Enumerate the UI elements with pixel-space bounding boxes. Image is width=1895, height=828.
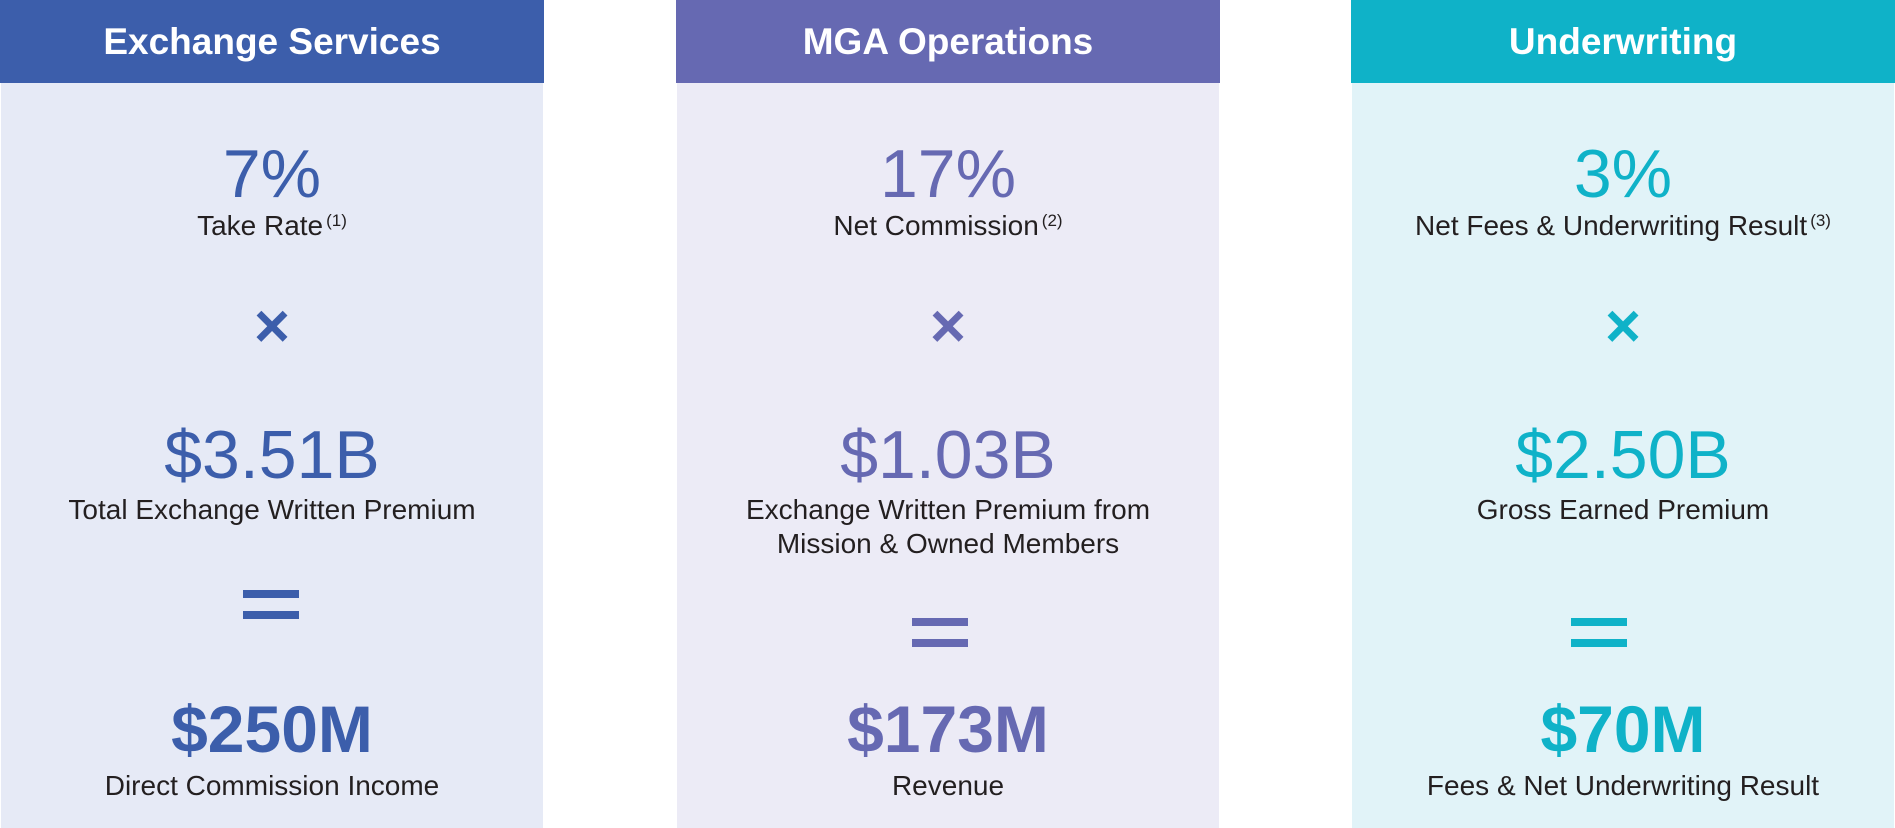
rate-label-text: Net Commission bbox=[833, 210, 1039, 241]
premium-label: Gross Earned Premium bbox=[1351, 493, 1895, 527]
equals-icon bbox=[1351, 618, 1895, 658]
equals-icon bbox=[676, 618, 1220, 658]
premium-label-line1: Total Exchange Written Premium bbox=[68, 494, 476, 525]
column-panel bbox=[1352, 83, 1894, 828]
result-label: Fees & Net Underwriting Result bbox=[1426, 770, 1820, 801]
premium-label: Total Exchange Written Premium bbox=[0, 493, 544, 527]
column-panel bbox=[677, 83, 1219, 828]
column-header: MGA Operations bbox=[676, 0, 1220, 83]
result-value: $70M bbox=[1540, 692, 1706, 766]
rate-value: 7% bbox=[222, 136, 322, 212]
equals-icon bbox=[0, 590, 544, 630]
premium-value: $2.50B bbox=[1515, 417, 1731, 493]
column-header: Exchange Services bbox=[0, 0, 544, 83]
column-title: MGA Operations bbox=[802, 20, 1094, 62]
rate-label: Take Rate (1) bbox=[0, 209, 544, 247]
column-title: Exchange Services bbox=[103, 20, 441, 62]
footnote-marker: (2) bbox=[1041, 211, 1063, 230]
result-label: Revenue bbox=[891, 770, 1005, 801]
result-value: $173M bbox=[847, 692, 1049, 766]
premium-value: $1.03B bbox=[840, 417, 1056, 493]
rate-label: Net Commission (2) bbox=[676, 209, 1220, 247]
rate-value: 17% bbox=[879, 136, 1017, 212]
premium-label-line1: Exchange Written Premium from bbox=[745, 494, 1151, 525]
footnote-marker: (3) bbox=[1810, 211, 1831, 230]
column-panel bbox=[1, 83, 543, 828]
premium-label-line1: Gross Earned Premium bbox=[1476, 494, 1770, 525]
multiply-icon: × bbox=[253, 292, 291, 361]
footnote-marker: (1) bbox=[326, 211, 347, 230]
column-title: Underwriting bbox=[1508, 20, 1738, 62]
segment-column-mga-operations: MGA Operations 17% Net Commission (2) × $… bbox=[676, 0, 1220, 828]
segment-column-exchange-services: Exchange Services 7% Take Rate (1) × $3.5… bbox=[0, 0, 544, 828]
segment-column-underwriting: Underwriting 3% Net Fees & Underwriting … bbox=[1351, 0, 1895, 828]
premium-value: $3.51B bbox=[164, 417, 380, 493]
rate-label-text: Net Fees & Underwriting Result bbox=[1415, 210, 1808, 241]
multiply-icon: × bbox=[929, 292, 967, 361]
premium-label: Exchange Written Premium from Mission & … bbox=[676, 493, 1220, 561]
multiply-icon: × bbox=[1604, 292, 1642, 361]
rate-label: Net Fees & Underwriting Result (3) bbox=[1351, 209, 1895, 247]
column-header: Underwriting bbox=[1351, 0, 1895, 83]
result-value: $250M bbox=[171, 692, 373, 766]
rate-label-text: Take Rate bbox=[197, 210, 324, 241]
rate-value: 3% bbox=[1573, 136, 1673, 212]
premium-label-line2: Mission & Owned Members bbox=[776, 528, 1120, 559]
result-label: Direct Commission Income bbox=[104, 770, 440, 801]
